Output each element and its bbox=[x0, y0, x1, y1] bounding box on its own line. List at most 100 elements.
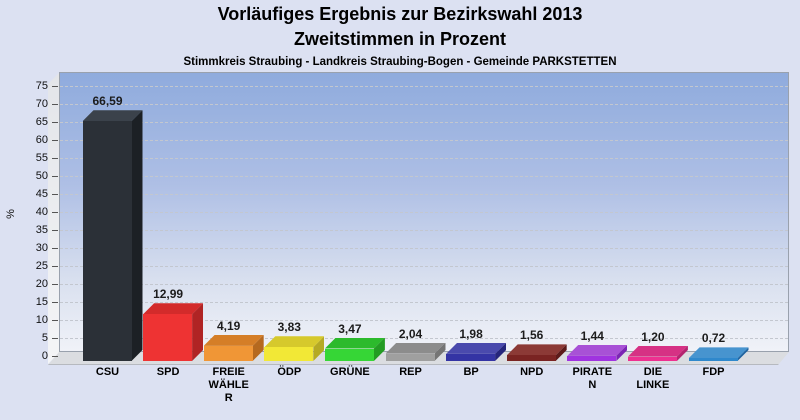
gridline bbox=[60, 248, 788, 249]
x-axis-category-label: REP bbox=[399, 366, 422, 378]
y-tick-mark bbox=[52, 230, 58, 231]
gridline bbox=[60, 140, 788, 141]
x-axis-category-label: NPD bbox=[520, 366, 544, 378]
bar-die-linke bbox=[627, 346, 688, 361]
bar-side-face bbox=[253, 335, 264, 361]
bar-side-face bbox=[435, 343, 446, 361]
bar--dp bbox=[264, 336, 324, 361]
bar-front-face bbox=[385, 353, 435, 361]
y-tick-mark bbox=[52, 320, 58, 321]
bar-top-face bbox=[689, 347, 749, 358]
bar-top-face bbox=[386, 343, 446, 354]
bar-side-face bbox=[556, 344, 567, 361]
y-tick-label: 45 bbox=[35, 188, 48, 200]
bar-value-label: 4,19 bbox=[217, 318, 241, 333]
x-axis-category-label: SPD bbox=[156, 366, 180, 378]
y-tick-mark bbox=[52, 140, 58, 141]
bar-value-label: 0,72 bbox=[701, 331, 726, 346]
x-axis-category-label: CSU bbox=[95, 366, 120, 378]
x-axis-category-label: ÖDP bbox=[277, 366, 302, 378]
chart-title-line1: Vorläufiges Ergebnis zur Bezirkswahl 201… bbox=[217, 4, 583, 24]
gridline bbox=[60, 320, 788, 321]
y-tick-label: 35 bbox=[35, 224, 48, 236]
gridline bbox=[60, 176, 788, 177]
bar-gr-ne bbox=[324, 338, 385, 361]
plot-left-wall bbox=[48, 72, 60, 364]
bar-value-label: 1,56 bbox=[520, 328, 544, 343]
bar-front-face bbox=[627, 356, 677, 361]
bar-bp bbox=[446, 343, 506, 361]
y-tick-mark bbox=[52, 176, 58, 177]
y-tick-mark bbox=[52, 122, 58, 123]
bar-csu bbox=[82, 110, 143, 361]
y-tick-label: 55 bbox=[35, 152, 48, 164]
bar-top-face bbox=[325, 338, 385, 349]
bar-piraten bbox=[567, 345, 627, 361]
gridline bbox=[60, 158, 788, 159]
bar-value-label: 66,59 bbox=[92, 94, 123, 109]
chart-title-line2: Zweitstimmen in Prozent bbox=[293, 29, 507, 49]
bar-value-label: 1,98 bbox=[459, 326, 483, 341]
y-tick-label: 50 bbox=[35, 170, 48, 182]
y-tick-label: 30 bbox=[35, 242, 48, 254]
gridline bbox=[60, 302, 788, 303]
bar-rep bbox=[385, 343, 446, 361]
gridline bbox=[60, 212, 788, 213]
bar-side-face bbox=[495, 343, 506, 361]
bar-top-face bbox=[143, 303, 203, 314]
chart-subtitle: Stimmkreis Straubing - Landkreis Straubi… bbox=[183, 56, 617, 68]
bar-side-face bbox=[616, 345, 627, 361]
bar-front-face bbox=[203, 345, 253, 361]
bar-value-label: 1,20 bbox=[641, 329, 665, 344]
bar-front-face bbox=[567, 355, 617, 361]
y-tick-mark bbox=[52, 266, 58, 267]
y-tick-mark bbox=[52, 284, 58, 285]
bar-value-label: 2,04 bbox=[398, 326, 423, 341]
y-tick-mark bbox=[52, 248, 58, 249]
bar-value-label: 12,99 bbox=[153, 287, 184, 302]
bar-side-face bbox=[313, 336, 324, 361]
gridline bbox=[60, 104, 788, 105]
x-axis-category-label: FREIE WÄHLE R bbox=[208, 366, 249, 404]
y-tick-mark bbox=[52, 158, 58, 159]
x-axis-category-label: GRÜNE bbox=[330, 366, 370, 378]
gridline bbox=[60, 194, 788, 195]
y-tick-label: 60 bbox=[35, 134, 48, 146]
y-tick-mark bbox=[52, 356, 58, 357]
x-axis-category-label: BP bbox=[463, 366, 479, 378]
bar-fdp bbox=[688, 347, 749, 361]
gridline bbox=[60, 266, 788, 267]
bar-front-face bbox=[264, 347, 314, 361]
bar-top-face bbox=[628, 346, 688, 357]
y-tick-label: 20 bbox=[35, 278, 48, 290]
bar-npd bbox=[506, 344, 567, 361]
y-tick-label: 65 bbox=[35, 116, 48, 128]
bar-front-face bbox=[506, 355, 556, 361]
bar-side-face bbox=[132, 110, 143, 361]
gridline bbox=[60, 122, 788, 123]
y-tick-label: 15 bbox=[35, 296, 48, 308]
y-tick-label: 5 bbox=[41, 332, 48, 344]
bar-spd bbox=[143, 303, 203, 361]
bar-top-face bbox=[204, 335, 264, 346]
bar-value-label: 3,83 bbox=[277, 320, 301, 335]
y-tick-label: 40 bbox=[35, 206, 48, 218]
bar-value-label: 3,47 bbox=[338, 321, 362, 336]
y-tick-label: 25 bbox=[35, 260, 48, 272]
x-axis-category-label: FDP bbox=[702, 366, 725, 378]
gridline bbox=[60, 338, 788, 339]
y-tick-label: 70 bbox=[35, 98, 48, 110]
bar-side-face bbox=[738, 347, 749, 361]
gridline bbox=[60, 230, 788, 231]
y-tick-mark bbox=[52, 302, 58, 303]
bar-front-face bbox=[688, 358, 738, 361]
bar-top-face bbox=[507, 344, 567, 355]
bar-freie-w-hler bbox=[203, 335, 264, 361]
y-tick-mark bbox=[52, 338, 58, 339]
x-axis-category-label: PIRATE N bbox=[572, 366, 613, 391]
bar-front-face bbox=[143, 314, 193, 361]
y-tick-label: 10 bbox=[35, 314, 48, 326]
y-tick-mark bbox=[52, 194, 58, 195]
y-tick-mark bbox=[52, 104, 58, 105]
